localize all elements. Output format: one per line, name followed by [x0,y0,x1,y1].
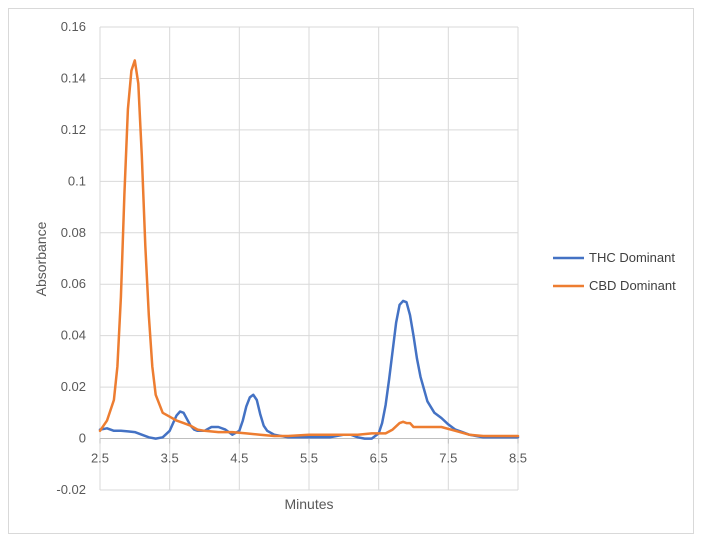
y-axis-title: Absorbance [33,221,49,296]
y-tick-label: 0.16 [61,19,86,34]
series-line-thc-dominant [98,299,520,440]
series-lines [98,59,520,440]
x-tick-label: 3.5 [161,451,179,466]
x-tick-label: 6.5 [370,451,388,466]
y-tick-label: 0.04 [61,328,86,343]
x-tick-label: 7.5 [439,451,457,466]
x-tick-label: 5.5 [300,451,318,466]
x-tick-label: 4.5 [230,451,248,466]
legend-label-thc-dominant: THC Dominant [589,250,675,265]
y-tick-label: -0.02 [56,482,86,497]
y-tick-label: 0.12 [61,122,86,137]
x-tick-label: 2.5 [91,451,109,466]
axes [99,438,519,444]
y-tick-label: 0.1 [68,173,86,188]
x-axis-title: Minutes [284,496,333,512]
legend-label-cbd-dominant: CBD Dominant [589,278,676,293]
x-tick-label: 8.5 [509,451,527,466]
gridlines [99,26,519,491]
tick-labels: -0.02 0 0.02 0.04 0.06 0.08 0.1 0.12 0.14 0.16 2.5… [56,19,527,497]
legend: THC Dominant CBD Dominant [553,250,676,293]
series-line-cbd-dominant [98,59,520,438]
y-tick-label: 0.08 [61,225,86,240]
y-tick-label: 0 [79,431,86,446]
y-tick-label: 0.06 [61,276,86,291]
y-tick-label: 0.14 [61,70,86,85]
y-tick-label: 0.02 [61,379,86,394]
